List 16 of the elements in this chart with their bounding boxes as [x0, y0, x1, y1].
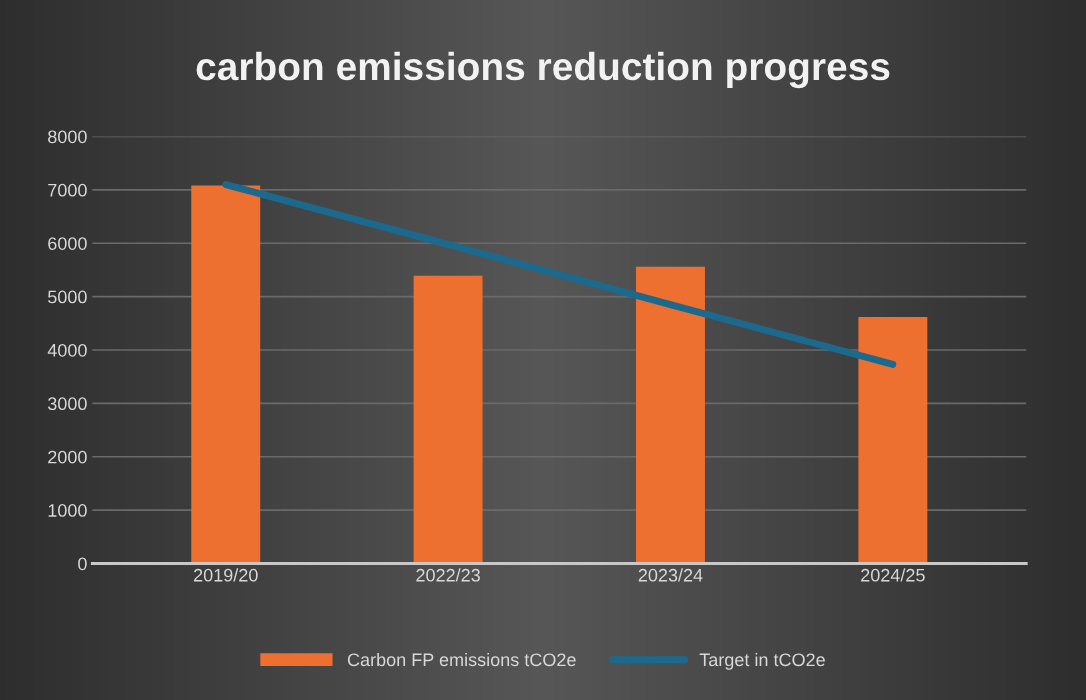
y-tick-label: 8000	[48, 130, 87, 144]
y-tick-label: 3000	[47, 397, 87, 411]
x-tick-label: 2023/24	[638, 568, 703, 582]
y-tick-label: 1000	[48, 504, 87, 517]
y-tick-label: 6000	[48, 237, 87, 250]
x-tick-label: 2019/20	[194, 568, 258, 582]
x-tick-label: 2024/25	[861, 568, 925, 582]
y-tick-label: 4000	[47, 343, 87, 357]
y-tick-label: 0	[78, 557, 87, 571]
legend-label: Carbon FP emissions tCO2e	[347, 652, 576, 667]
x-tick-label: 2022/23	[416, 568, 480, 582]
y-tick-label: 2000	[48, 450, 87, 464]
chart-title: carbon emissions reduction progress	[196, 51, 890, 89]
y-tick-label: 5000	[48, 290, 87, 304]
y-tick-label: 7000	[48, 183, 87, 197]
legend-label: Target in tCO2e	[699, 652, 825, 670]
